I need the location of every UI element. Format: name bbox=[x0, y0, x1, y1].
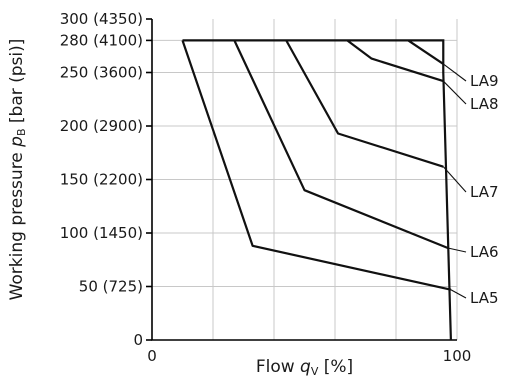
series-label-la9: LA9 bbox=[470, 72, 499, 90]
series-label-la5: LA5 bbox=[470, 289, 499, 307]
grid bbox=[152, 19, 458, 340]
y-tick-label: 150 (2200) bbox=[60, 171, 143, 189]
leader-la7 bbox=[442, 166, 467, 193]
x-tick-label: 0 bbox=[147, 347, 157, 365]
curve-la6 bbox=[233, 39, 449, 250]
series-label-la8: LA8 bbox=[470, 95, 499, 113]
leader-la8 bbox=[442, 80, 467, 105]
y-tick-label: 200 (2900) bbox=[60, 117, 143, 135]
y-tick-label: 250 (3600) bbox=[60, 64, 143, 82]
curve-la7 bbox=[285, 39, 444, 168]
series-curves bbox=[181, 39, 452, 291]
y-tick-label: 280 (4100) bbox=[60, 31, 143, 49]
leader-la5 bbox=[450, 289, 467, 299]
y-tick-label: 100 (1450) bbox=[60, 224, 143, 242]
curve-la9 bbox=[407, 39, 444, 65]
series-label-la7: LA7 bbox=[470, 183, 499, 201]
leader-la9 bbox=[442, 63, 467, 82]
series-label-la6: LA6 bbox=[470, 243, 499, 261]
curve-la5 bbox=[181, 40, 452, 291]
y-axis-title: Working pressure pB [bar (psi)] bbox=[7, 39, 28, 301]
series-labels: LA9 LA8 LA7 LA6 LA5 bbox=[442, 63, 499, 307]
x-tick-label: 100 bbox=[443, 347, 472, 365]
y-tick-labels: 0 50 (725) 100 (1450) 150 (2200) 200 (2900) 2… bbox=[60, 10, 152, 349]
leader-la6 bbox=[447, 247, 467, 253]
curve-la8 bbox=[346, 39, 444, 83]
y-tick-label: 0 bbox=[133, 331, 143, 349]
limit-envelope bbox=[182, 39, 452, 341]
x-axis-title: Flow qV [%] bbox=[256, 357, 353, 376]
x-tick-labels: 0 100 bbox=[147, 347, 471, 365]
y-tick-label: 300 (4350) bbox=[60, 10, 143, 28]
y-tick-label: 50 (725) bbox=[79, 278, 143, 296]
